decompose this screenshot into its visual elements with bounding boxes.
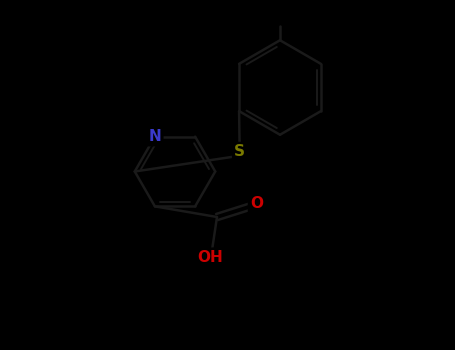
Text: OH: OH — [197, 250, 223, 265]
Text: O: O — [250, 196, 263, 211]
Text: N: N — [148, 129, 161, 144]
Text: S: S — [234, 144, 245, 159]
